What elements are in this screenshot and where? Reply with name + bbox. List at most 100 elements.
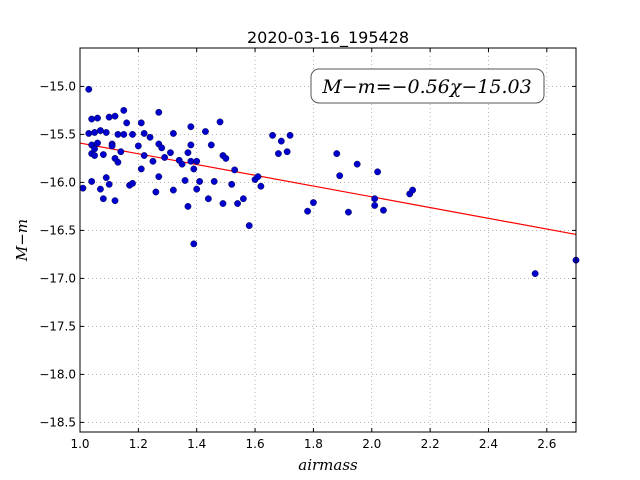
data-point [333,150,341,158]
data-point [310,199,317,206]
data-point [94,114,101,122]
data-point [152,188,160,196]
data-point [155,173,163,181]
data-point [155,108,163,116]
data-point [181,177,189,184]
data-point [79,184,87,192]
data-point [190,240,198,248]
data-point [85,130,93,137]
data-point [274,150,282,158]
data-point [102,129,110,136]
x-tick-label: 2.6 [537,437,556,451]
y-tick-label: −15.0 [39,79,76,93]
data-point [169,130,177,137]
x-tick-label: 1.4 [187,437,206,451]
data-point [169,186,177,194]
chart-title: 2020-03-16_195428 [247,28,409,48]
data-point [120,107,128,114]
data-point [123,119,131,127]
y-tick-label: −18.0 [39,367,76,381]
data-point [102,174,110,182]
y-axis-label: M−m [13,219,31,262]
data-point [234,200,241,207]
data-point [105,113,113,121]
data-point [161,154,169,161]
data-point [202,128,209,135]
data-point [91,145,98,153]
data-point [137,165,145,173]
data-point [277,137,285,145]
data-point [167,149,174,157]
data-point [187,123,195,131]
data-point [231,166,239,174]
grid [79,48,576,432]
x-tick-label: 2.4 [479,437,498,451]
data-point [336,172,344,180]
data-point [97,185,104,193]
data-point [178,160,186,168]
annotation-text: M−m=−0.56χ−15.03 [321,76,531,98]
data-point [111,112,119,120]
data-point [91,129,98,136]
data-point [371,195,379,203]
data-point [129,130,136,138]
data-point [88,115,96,123]
y-tick-label: −18.5 [39,415,76,429]
data-point [137,119,145,127]
data-point [254,173,262,181]
data-point [239,195,247,203]
data-point [146,133,154,141]
data-point [353,160,361,168]
data-point [105,180,113,188]
data-point [85,85,93,93]
x-tick-label: 2.2 [421,437,440,451]
data-point [140,152,148,159]
annotation-box [310,68,545,104]
data-point [88,178,96,185]
plot-frame [79,47,577,433]
data-point [117,148,125,156]
data-point [108,142,116,150]
x-tick-label: 1.6 [246,437,265,451]
data-point [184,149,192,157]
data-point [193,185,201,193]
data-point [149,157,157,165]
data-point [193,157,201,165]
y-axis: −15.0 −15.5 −16.0 −16.5 −17.0 −17.5 −18.0 −18.5 [39,79,576,429]
data-point [184,202,192,210]
data-point [114,130,122,138]
data-point [304,207,311,215]
fit-annotation: M−m=−0.56χ−15.03 [310,68,545,104]
data-point [187,141,195,149]
data-point [210,178,218,185]
data-point [286,131,294,139]
fit-line-group [79,142,577,236]
data-point [283,148,291,156]
x-tick-label: 1.2 [129,437,148,451]
x-tick-label: 2.0 [362,437,381,451]
data-point [222,154,230,162]
data-point [158,144,166,152]
x-tick-label: 1.8 [304,437,323,451]
data-point [245,222,253,230]
data-point [190,165,198,173]
data-point [120,130,128,138]
data-point [91,152,98,159]
data-point [111,197,119,205]
data-point [129,179,136,187]
data-point [345,208,352,216]
data-point [380,206,387,214]
data-point [219,200,227,207]
data-points [79,85,580,277]
y-tick-label: −15.5 [39,127,76,141]
data-point [196,178,204,185]
data-point [99,195,107,203]
x-axis: 1.0 1.2 1.4 1.6 1.8 2.0 2.2 2.4 2.6 [70,48,556,451]
data-point [99,151,107,158]
data-point [134,142,142,150]
y-tick-label: −17.5 [39,319,76,333]
data-point [374,168,381,176]
y-tick-label: −17.0 [39,271,76,285]
data-point [204,195,212,203]
